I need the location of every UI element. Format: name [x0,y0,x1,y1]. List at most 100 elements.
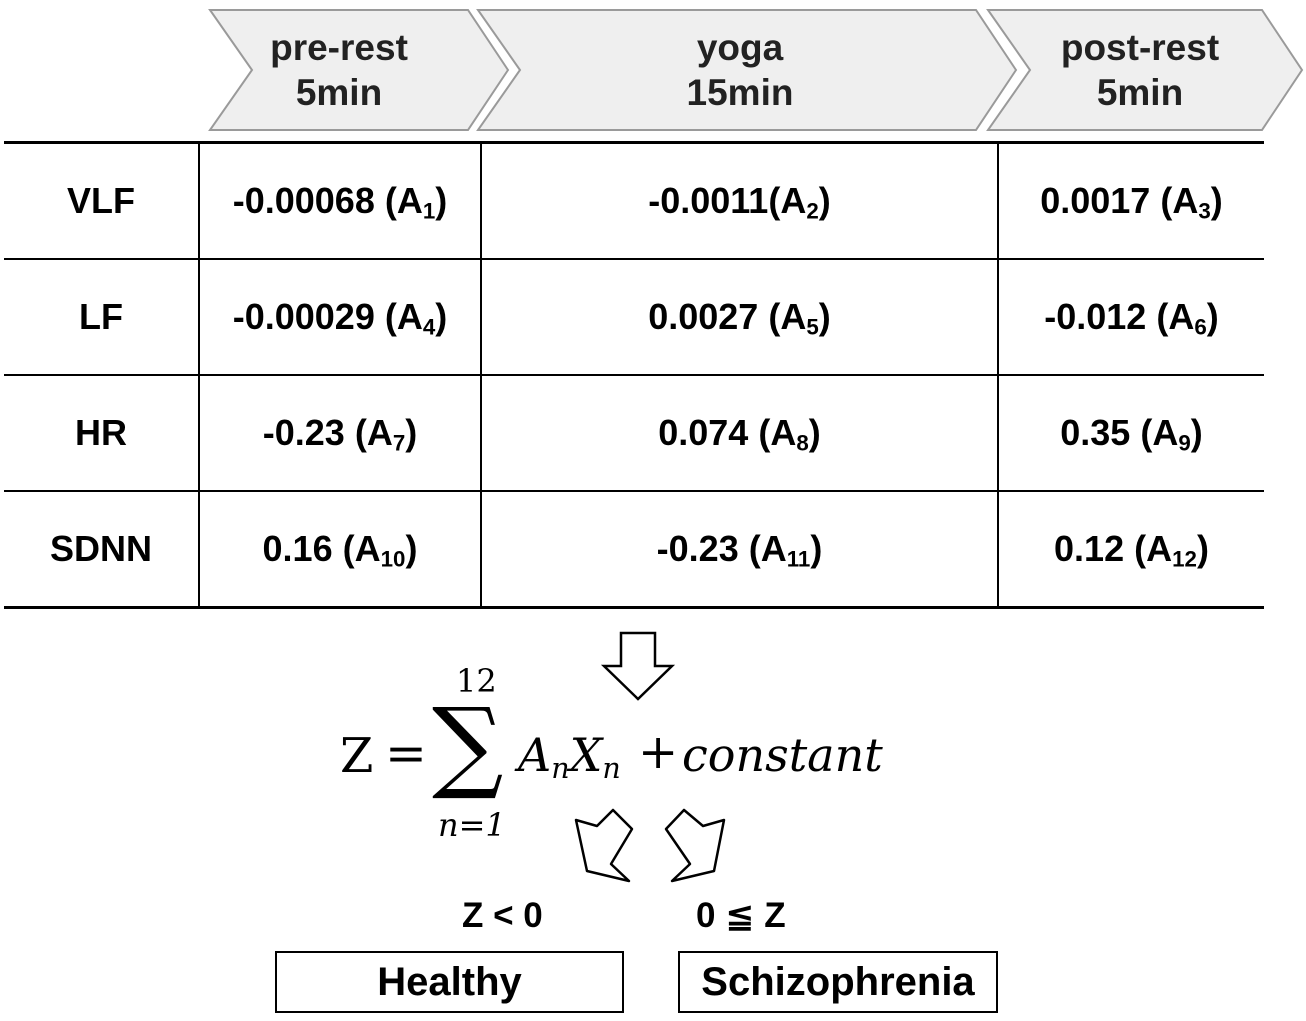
row-header: HR [4,374,200,492]
formula-term-x: X [569,728,603,782]
down-arrow-icon [600,631,676,701]
phase-label-pre-rest: pre-rest 5min [262,22,416,118]
coef-index: 11 [786,546,811,572]
table-cell: 0.35 (A9) [997,374,1264,492]
cell-value: -0.0011 [648,180,769,221]
coef-index: 6 [1194,314,1207,340]
coef-index: 12 [1172,546,1197,572]
table-cell: -0.00068 (A1) [198,141,482,260]
table-cell: 0.0017 (A3) [997,141,1264,260]
cell-separator [1146,296,1156,337]
coef-index: 9 [1178,430,1191,456]
paren-open: (A [1160,180,1199,221]
paren-open: (A [1134,528,1173,569]
row-header: VLF [4,141,200,260]
paren-close: ) [435,180,448,221]
formula-lhs: Z [340,728,374,784]
cell-value: -0.00068 [232,180,375,221]
paren-open: (A [768,296,807,337]
row-header: LF [4,258,200,376]
formula-lower-limit: n=1 [438,806,506,844]
table-row: HR -0.23 (A7) 0.074 (A8) 0.35 (A9) [4,374,1264,492]
formula-plus: + [638,724,679,780]
paren-open: (A [768,180,807,221]
cell-separator [748,412,758,453]
paren-close: ) [1190,412,1203,453]
paren-open: (A [748,528,787,569]
phase-duration: 5min [1096,72,1184,113]
row-header: SDNN [4,490,200,609]
paren-close: ) [808,412,821,453]
coef-index: 8 [796,430,809,456]
condition-healthy: Z < 0 [462,896,543,935]
outcome-healthy-box: Healthy [275,951,624,1013]
cell-separator [758,296,768,337]
paren-open: (A [1140,412,1179,453]
cell-separator [333,528,343,569]
cell-value: -0.23 [656,528,739,569]
cell-separator [345,412,355,453]
paren-close: ) [810,528,823,569]
cell-value: 0.074 [658,412,749,453]
phase-duration: 15min [686,72,794,113]
paren-open: (A [354,412,393,453]
table-cell: -0.23 (A7) [198,374,482,492]
cell-value: 0.16 [262,528,333,569]
formula-term: AnXn [518,728,621,786]
cell-separator [1150,180,1160,221]
paren-close: ) [405,528,418,569]
cell-value: -0.23 [262,412,345,453]
table-row: SDNN 0.16 (A10) -0.23 (A11) 0.12 (A12) [4,490,1264,609]
table-row: LF -0.00029 (A4) 0.0027 (A5) -0.012 (A6) [4,258,1264,376]
paren-close: ) [1206,296,1219,337]
phase-label-yoga: yoga 15min [640,22,840,118]
paren-close: ) [435,296,448,337]
phase-chevron-pre-rest [208,9,510,131]
condition-schizophrenia: 0 ≦ Z [696,896,786,935]
table-cell: -0.0011(A2) [480,141,999,260]
cell-separator [375,296,385,337]
phase-duration: 5min [295,72,383,113]
cell-separator [375,180,385,221]
paren-open: (A [1156,296,1195,337]
formula-index: n [602,752,621,786]
paren-open: (A [342,528,381,569]
table-cell: 0.0027 (A5) [480,258,999,376]
table-cell: 0.074 (A8) [480,374,999,492]
cell-value: -0.012 [1044,296,1147,337]
outcome-schizophrenia-label: Schizophrenia [701,959,975,1004]
table-cell: -0.23 (A11) [480,490,999,609]
cell-separator [1124,528,1134,569]
paren-close: ) [818,180,831,221]
paren-close: ) [1210,180,1223,221]
coef-index: 5 [806,314,819,340]
cell-separator [1130,412,1140,453]
down-right-arrow-icon [664,808,726,883]
coef-index: 3 [1198,198,1211,224]
coef-index: 1 [422,198,436,224]
phase-name: yoga [696,27,784,68]
phase-name: pre-rest [270,27,408,68]
paren-open: (A [758,412,797,453]
table-row: VLF -0.00068 (A1) -0.0011(A2) 0.0017 (A3) [4,141,1264,260]
cell-separator [739,528,749,569]
cell-value: 0.0027 [648,296,759,337]
table-cell: 0.12 (A12) [997,490,1264,609]
paren-open: (A [384,180,423,221]
paren-close: ) [1196,528,1209,569]
phase-chevron-yoga [476,9,1018,131]
coef-index: 10 [380,546,406,572]
outcome-healthy-label: Healthy [377,959,522,1004]
cell-value: 0.12 [1054,528,1125,569]
cell-value: 0.35 [1060,412,1131,453]
cell-value: -0.00029 [232,296,375,337]
formula-upper-limit: 12 [456,662,497,700]
coefficient-table: VLF -0.00068 (A1) -0.0011(A2) 0.0017 (A3) LF… [4,141,1264,609]
summation-icon: ∑ [432,686,504,803]
outcome-schizophrenia-box: Schizophrenia [678,951,998,1013]
phase-chevron-post-rest [986,9,1304,131]
coef-index: 4 [422,314,436,340]
coef-index: 7 [392,430,406,456]
